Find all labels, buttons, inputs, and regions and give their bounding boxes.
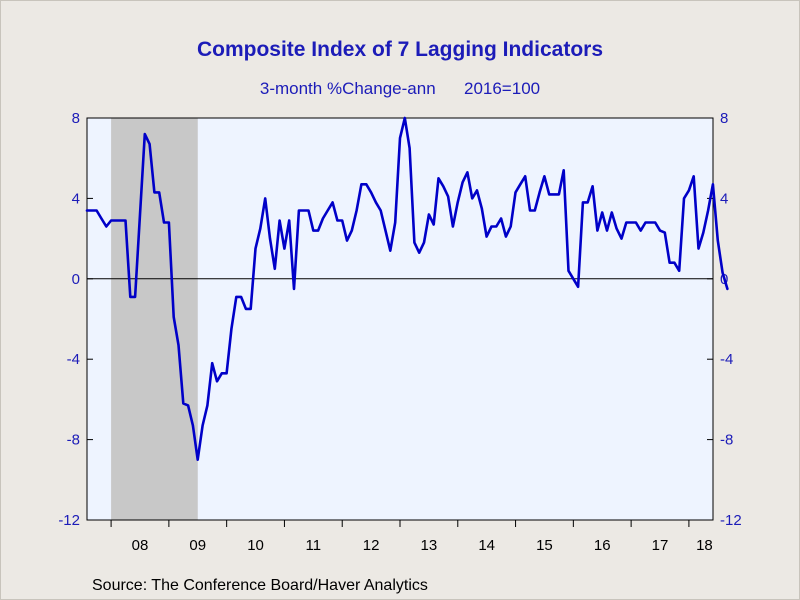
x-tick-label: 13 xyxy=(421,537,438,554)
y-tick-label-right: -8 xyxy=(720,432,733,449)
y-tick-label-left: -4 xyxy=(67,351,80,368)
series-line xyxy=(85,116,729,462)
x-tick-label: 12 xyxy=(363,537,380,554)
y-tick-label-left: 0 xyxy=(72,271,80,288)
y-tick-label-left: -8 xyxy=(67,432,80,449)
chart-subtitle: 3-month %Change-ann 2016=100 xyxy=(259,79,541,98)
y-tick-label-right: -4 xyxy=(720,351,733,368)
x-tick-label: 08 xyxy=(132,537,149,554)
y-tick-label-right: -12 xyxy=(720,512,742,529)
y-tick-label-left: -12 xyxy=(58,512,80,529)
x-tick-label: 10 xyxy=(247,537,264,554)
recession-shading xyxy=(111,118,198,520)
x-tick-label: 15 xyxy=(536,537,553,554)
y-tick-label-right: 8 xyxy=(720,110,728,127)
x-tick-label: 18 xyxy=(696,537,713,554)
x-tick-label: 09 xyxy=(189,537,206,554)
x-tick-label: 16 xyxy=(594,537,611,554)
x-tick-label: 14 xyxy=(478,537,495,554)
x-tick-label: 17 xyxy=(652,537,669,554)
y-tick-label-right: 4 xyxy=(720,190,728,207)
chart-title: Composite Index of 7 Lagging Indicators xyxy=(196,38,604,61)
x-tick-label: 11 xyxy=(306,537,322,554)
source-note: Source: The Conference Board/Haver Analy… xyxy=(92,577,428,594)
y-tick-label-left: 4 xyxy=(72,190,80,207)
y-tick-label-left: 8 xyxy=(72,110,80,127)
